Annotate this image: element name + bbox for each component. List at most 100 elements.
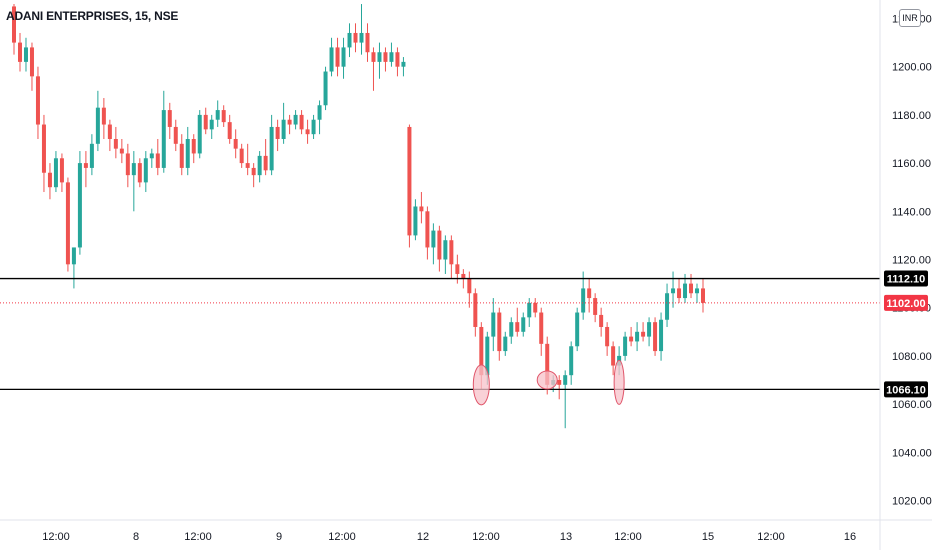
candle-body	[35, 76, 40, 125]
time-axis[interactable]: 12:00 8 12:00 9 12:00 12 12:00 13 12:00 15 12:00 16	[42, 531, 856, 543]
candle	[101, 98, 106, 139]
candle-body	[665, 293, 670, 320]
candle	[89, 134, 94, 176]
candle	[29, 42, 34, 91]
candle	[53, 151, 58, 193]
candle	[17, 32, 22, 72]
candle-body	[275, 126, 280, 139]
candle-body	[323, 71, 328, 106]
candle	[605, 322, 610, 356]
y-tick-label: 1080.00	[892, 351, 932, 363]
candle	[329, 37, 334, 77]
candle-body	[155, 153, 160, 168]
candle	[167, 102, 172, 139]
candle-body	[287, 119, 292, 125]
candle-body	[581, 288, 586, 313]
candle	[365, 23, 370, 62]
price-badges: 1112.10 1066.10 1102.00	[884, 270, 928, 398]
candle-body	[671, 288, 676, 294]
candle-body	[557, 380, 562, 385]
candle	[335, 37, 340, 77]
candle	[95, 90, 100, 152]
candle-body	[191, 139, 196, 154]
y-tick-label: 1020.00	[892, 496, 932, 508]
candle	[263, 139, 268, 176]
candle	[497, 307, 502, 361]
candle-body	[341, 47, 346, 67]
candle	[509, 317, 514, 344]
candle	[593, 293, 598, 323]
symbol-title[interactable]: ADANI ENTERPRISES, 15, NSE	[6, 9, 179, 23]
candle-body	[329, 47, 334, 72]
candle	[83, 151, 88, 188]
candle-body	[101, 107, 106, 125]
candle-body	[563, 375, 568, 385]
candle-body	[119, 148, 124, 154]
candle	[419, 192, 424, 224]
candle-body	[533, 302, 538, 313]
candle-body	[605, 326, 610, 347]
candle-body	[197, 114, 202, 154]
y-tick-label: 1180.00	[892, 110, 931, 122]
x-tick-label: 12:00	[472, 531, 500, 543]
candle-body	[95, 107, 100, 144]
candle-body	[59, 158, 64, 183]
candle-body	[611, 346, 616, 366]
candle-body	[347, 32, 352, 48]
candle-body	[77, 163, 82, 248]
candle	[35, 66, 40, 139]
candle	[677, 278, 682, 303]
x-tick-label: 12:00	[614, 531, 642, 543]
x-tick-label: 8	[133, 531, 139, 543]
level-lines-layer	[0, 277, 880, 391]
candle-body	[401, 61, 406, 67]
y-tick-label: 1040.00	[892, 447, 932, 459]
candle	[137, 158, 142, 188]
candle-body	[179, 143, 184, 168]
candle	[281, 102, 286, 144]
candle	[401, 57, 406, 77]
candle-body	[107, 124, 112, 139]
candle-body	[89, 143, 94, 168]
candle	[185, 126, 190, 176]
candle	[293, 110, 298, 130]
candle-body	[521, 317, 526, 332]
candle-body	[53, 158, 58, 188]
candles-layer	[12, 4, 705, 429]
candle	[353, 23, 358, 53]
candle-body	[701, 288, 705, 303]
candle	[425, 206, 430, 260]
candle-body	[509, 322, 514, 337]
candle	[641, 322, 646, 342]
candle	[455, 254, 460, 284]
candle-body	[515, 322, 520, 332]
candle-body	[281, 119, 286, 139]
candle-body	[695, 288, 700, 294]
support-marker[interactable]	[536, 370, 558, 390]
candle	[665, 283, 670, 327]
candle	[407, 124, 412, 248]
candle	[611, 341, 616, 376]
x-tick-label: 12	[417, 531, 429, 543]
support-markers-layer	[472, 359, 625, 406]
candle-body	[161, 110, 166, 168]
support-marker[interactable]	[472, 364, 490, 406]
candle	[269, 114, 274, 176]
candle	[539, 307, 544, 356]
candle	[701, 278, 705, 313]
price-badge-label: 1112.10	[887, 274, 926, 286]
candle	[443, 235, 448, 274]
candle-body	[413, 206, 418, 236]
candle	[209, 114, 214, 139]
support-marker[interactable]	[613, 359, 625, 405]
candle	[257, 151, 262, 183]
candle-body	[425, 211, 430, 248]
candle	[179, 134, 184, 176]
candle	[473, 288, 478, 337]
candle	[59, 153, 64, 193]
currency-button[interactable]: INR	[899, 9, 921, 27]
price-axis[interactable]: 1020.001040.001060.001080.001100.001120.…	[892, 14, 932, 508]
candle	[119, 139, 124, 164]
candle-body	[467, 278, 472, 294]
